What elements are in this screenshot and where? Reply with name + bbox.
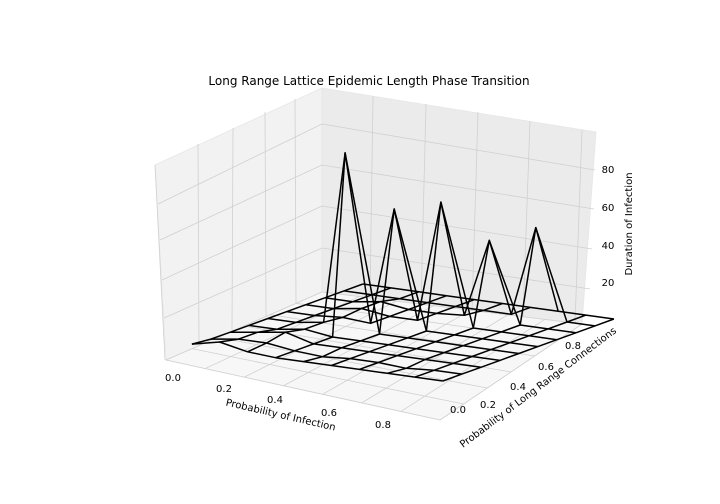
- wire-line-y: [275, 152, 447, 359]
- x-tick-label: 0.0: [165, 373, 181, 384]
- left-grid-line: [294, 98, 297, 304]
- back-grid-line: [321, 164, 595, 210]
- chart-title: Long Range Lattice Epidemic Length Phase…: [208, 74, 529, 88]
- wire-line-x: [286, 208, 539, 348]
- wire-line-x: [210, 338, 463, 375]
- left-grid-line: [161, 205, 323, 281]
- y-tick-label: 0.6: [538, 362, 554, 373]
- back-grid-line: [321, 247, 591, 290]
- back-grid-line: [471, 111, 479, 312]
- left-grid-line: [264, 111, 267, 317]
- wire-line-x: [229, 331, 482, 369]
- left-grid-line: [231, 127, 234, 331]
- y-tick-label: 0.4: [510, 382, 526, 393]
- z-tick-label: 40: [602, 241, 615, 252]
- axis-panes: [154, 87, 597, 421]
- back-grid-line: [574, 129, 583, 324]
- wire-line-x: [267, 152, 520, 355]
- axis-ticks: 0.0 0.2 0.4 0.6 0.8 0.0 0.2 0.4 0.6 0.8 20 40 60 80: [165, 165, 614, 431]
- back-grid-line: [522, 120, 531, 318]
- left-grid-line: [157, 123, 323, 205]
- left-grid-line: [159, 164, 323, 241]
- wire-line-x: [191, 341, 444, 382]
- wire-line-y: [387, 226, 559, 375]
- y-tick-label: 0.2: [480, 400, 496, 411]
- back-grid-line: [420, 103, 427, 305]
- x-tick-label: 0.8: [375, 420, 391, 431]
- left-grid-line: [154, 164, 166, 361]
- floor-grid-line: [191, 348, 464, 405]
- x-tick-label: 0.4: [267, 395, 283, 406]
- back-grid-line: [321, 205, 593, 250]
- wire-line-y: [331, 201, 503, 367]
- back-grid-line: [321, 123, 596, 171]
- wire-line-x: [362, 283, 615, 320]
- wire-line-y: [191, 283, 364, 345]
- wire-line-y: [303, 208, 475, 363]
- wire-line-y: [219, 287, 392, 343]
- wire-line-y: [414, 314, 587, 378]
- z-tick-label: 80: [602, 165, 615, 176]
- wireframe-surface: [191, 152, 615, 382]
- floor-grid-line: [165, 359, 441, 421]
- left-grid-line: [163, 247, 323, 319]
- x-tick-label: 0.6: [321, 408, 337, 419]
- wire-line-y: [359, 239, 531, 371]
- x-tick-label: 0.2: [216, 384, 232, 395]
- wire-line-x: [305, 201, 558, 341]
- z-tick-label: 60: [602, 203, 615, 214]
- z-axis-label: Duration of Infection: [624, 172, 635, 275]
- wire-line-x: [248, 324, 501, 362]
- wire-line-y: [442, 318, 615, 382]
- y-tick-label: 0.8: [565, 341, 581, 352]
- wire-line-x: [343, 226, 596, 327]
- z-tick-label: 20: [602, 278, 615, 289]
- back-grid-line: [369, 95, 374, 299]
- y-tick-label: 0.0: [450, 405, 466, 416]
- floor-grid-line: [217, 336, 488, 389]
- left-grid-line: [197, 143, 200, 346]
